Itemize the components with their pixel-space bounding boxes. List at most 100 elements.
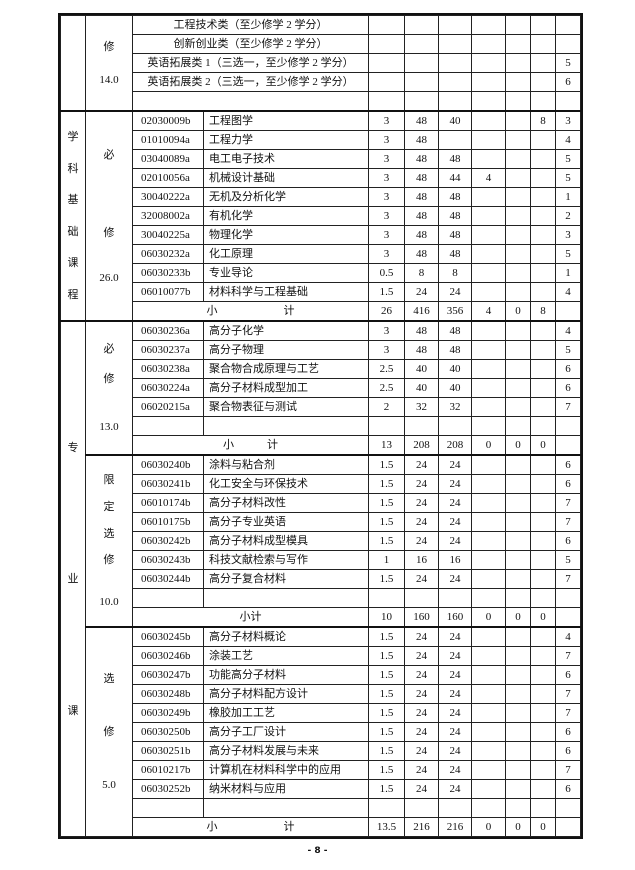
hours-cell: [404, 72, 439, 92]
hours-cell: 48: [404, 187, 439, 207]
table-row: 06030250b 高分子工厂设计 1.5 24 24 6: [61, 722, 581, 742]
computer-cell: [505, 646, 531, 666]
course-code: 01010094a: [132, 130, 204, 150]
course-type-text: 必: [103, 148, 115, 161]
experiment-cell: 4: [471, 168, 506, 188]
credit-cell: 3: [368, 168, 405, 188]
course-code: 06030245b: [132, 626, 204, 647]
computer-cell: 0: [505, 301, 531, 322]
practice-cell: [530, 53, 556, 73]
table-row: 专业课必修 13.0 06030236a 高分子化学 3 48 48 4: [60, 320, 581, 837]
course-code: 06030236a: [132, 320, 204, 341]
semester-cell: 5: [555, 168, 581, 188]
lecture-cell: 160: [438, 607, 472, 628]
hours-cell: 24: [404, 454, 439, 475]
semester-cell: [555, 607, 581, 628]
course-type-text: 修: [103, 226, 115, 239]
category-char: 课: [67, 257, 79, 270]
lecture-cell: 24: [438, 454, 472, 475]
semester-cell: 1: [555, 187, 581, 207]
semester-cell: 7: [555, 703, 581, 723]
experiment-cell: 0: [471, 817, 506, 837]
computer-cell: [505, 665, 531, 685]
computer-cell: [505, 798, 531, 818]
semester-cell: 2: [555, 206, 581, 226]
lecture-cell: 24: [438, 282, 472, 302]
practice-cell: [530, 397, 556, 417]
course-code: 06010217b: [132, 760, 204, 780]
semester-cell: 4: [555, 626, 581, 647]
course-code: 06020215a: [132, 397, 204, 417]
experiment-cell: [471, 378, 506, 398]
subtotal-row: 小 计 13 208 208 0 0 0: [61, 435, 581, 456]
computer-cell: [505, 225, 531, 245]
experiment-cell: [471, 454, 506, 475]
course-code: 06030237a: [132, 340, 204, 360]
subtotal-label: 小 计: [132, 435, 369, 456]
lecture-cell: 24: [438, 569, 472, 589]
practice-cell: [530, 474, 556, 494]
computer-cell: [505, 359, 531, 379]
lecture-cell: 48: [438, 149, 472, 169]
semester-cell: 7: [555, 760, 581, 780]
course-code: 30040222a: [132, 187, 204, 207]
semester-cell: 6: [555, 72, 581, 92]
experiment-cell: [471, 760, 506, 780]
credit-cell: [368, 72, 405, 92]
course-type-label: 限定选修 10.0: [87, 460, 132, 623]
experiment-cell: 0: [471, 435, 506, 456]
practice-cell: [530, 722, 556, 742]
hours-cell: 24: [404, 626, 439, 647]
hours-cell: [404, 91, 439, 112]
practice-cell: [530, 340, 556, 360]
lecture-cell: [438, 416, 472, 436]
semester-cell: 6: [555, 378, 581, 398]
experiment-cell: [471, 53, 506, 73]
computer-cell: [505, 320, 531, 341]
course-code: 06030242b: [132, 531, 204, 551]
experiment-cell: [471, 626, 506, 647]
lecture-cell: 16: [438, 550, 472, 570]
course-code: 06030238a: [132, 359, 204, 379]
semester-cell: 5: [555, 340, 581, 360]
credit-cell: 0.5: [368, 263, 405, 283]
course-type-text: 定: [103, 500, 115, 513]
practice-cell: [530, 626, 556, 647]
practice-cell: [530, 244, 556, 264]
table-row: 06030233b 专业导论 0.5 8 8 1: [61, 263, 581, 283]
credit-cell: 3: [368, 225, 405, 245]
hours-cell: 32: [404, 397, 439, 417]
hours-cell: 24: [404, 474, 439, 494]
hours-cell: 24: [404, 703, 439, 723]
experiment-cell: [471, 397, 506, 417]
table-row: 创新创业类（至少修学 2 学分）: [61, 34, 581, 54]
credit-cell: 1.5: [368, 569, 405, 589]
table-row: 修 14.0 工程技术类（至少修学 2 学分）: [60, 15, 581, 112]
lecture-cell: 24: [438, 779, 472, 799]
lecture-cell: 40: [438, 110, 472, 131]
course-name: 聚合物合成原理与工艺: [203, 359, 369, 379]
course-type-text: 13.0: [99, 420, 119, 433]
computer-cell: 0: [505, 817, 531, 837]
credit-cell: [368, 53, 405, 73]
credit-cell: 26: [368, 301, 405, 322]
computer-cell: [505, 531, 531, 551]
course-name: 工程力学: [203, 130, 369, 150]
semester-cell: 6: [555, 722, 581, 742]
semester-cell: 5: [555, 53, 581, 73]
course-name: 聚合物表征与测试: [203, 397, 369, 417]
course-name: 涂料与粘合剂: [203, 454, 369, 475]
experiment-cell: [471, 359, 506, 379]
table-row: 30040225a 物理化学 3 48 48 3: [61, 225, 581, 245]
computer-cell: [505, 72, 531, 92]
course-code: 06030224a: [132, 378, 204, 398]
hours-cell: 24: [404, 646, 439, 666]
course-type-cell: 必修 26.0: [85, 110, 133, 322]
course-name: 工程图学: [203, 110, 369, 131]
hours-cell: 24: [404, 760, 439, 780]
computer-cell: [505, 722, 531, 742]
experiment-cell: [471, 225, 506, 245]
course-name: [203, 588, 369, 608]
practice-cell: [530, 454, 556, 475]
course-name: 材料科学与工程基础: [203, 282, 369, 302]
